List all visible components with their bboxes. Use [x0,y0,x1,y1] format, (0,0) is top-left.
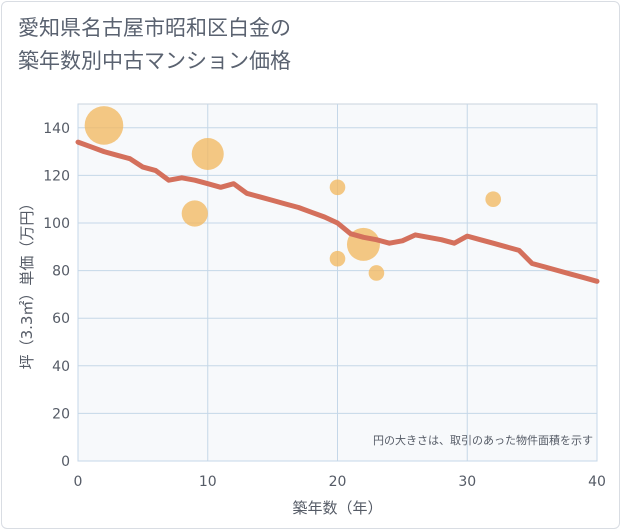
bubble-size-note: 円の大きさは、取引のあった物件面積を示す [373,433,593,447]
grid-lines [77,104,598,462]
bubble-point [329,250,346,267]
y-tick-label: 120 [43,168,70,184]
x-axis-label: 築年数（年） [292,499,382,517]
bubble-point [485,191,502,207]
y-tick-label: 20 [52,406,70,422]
y-tick-label: 100 [43,216,70,232]
x-tick-label: 20 [329,474,347,490]
y-tick-label: 60 [52,311,70,327]
x-tick-label: 40 [588,474,606,490]
y-tick-label: 140 [43,121,70,137]
bubble-point [329,179,346,196]
y-axis-label: 坪（3.3㎡）単価（万円） [18,196,36,370]
title-line-1: 愛知県名古屋市昭和区白金の [18,16,291,40]
bubble-point [84,106,124,145]
bubble-point [181,200,208,227]
bubble-point [191,137,224,170]
x-tick-label: 10 [199,474,217,490]
axis-ticks: 0 10 20 30 40 0 20 40 60 80 100 120 140 [43,121,606,490]
x-tick-label: 0 [74,474,83,490]
y-tick-label: 80 [52,264,70,280]
bubble-point [368,265,385,281]
y-tick-label: 40 [52,359,70,375]
trend-line [75,139,600,284]
title-line-2: 築年数別中古マンション価格 [18,49,291,73]
x-tick-label: 30 [458,474,476,490]
chart-title: 愛知県名古屋市昭和区白金の 築年数別中古マンション価格 [18,12,538,78]
y-tick-label: 0 [61,454,70,470]
